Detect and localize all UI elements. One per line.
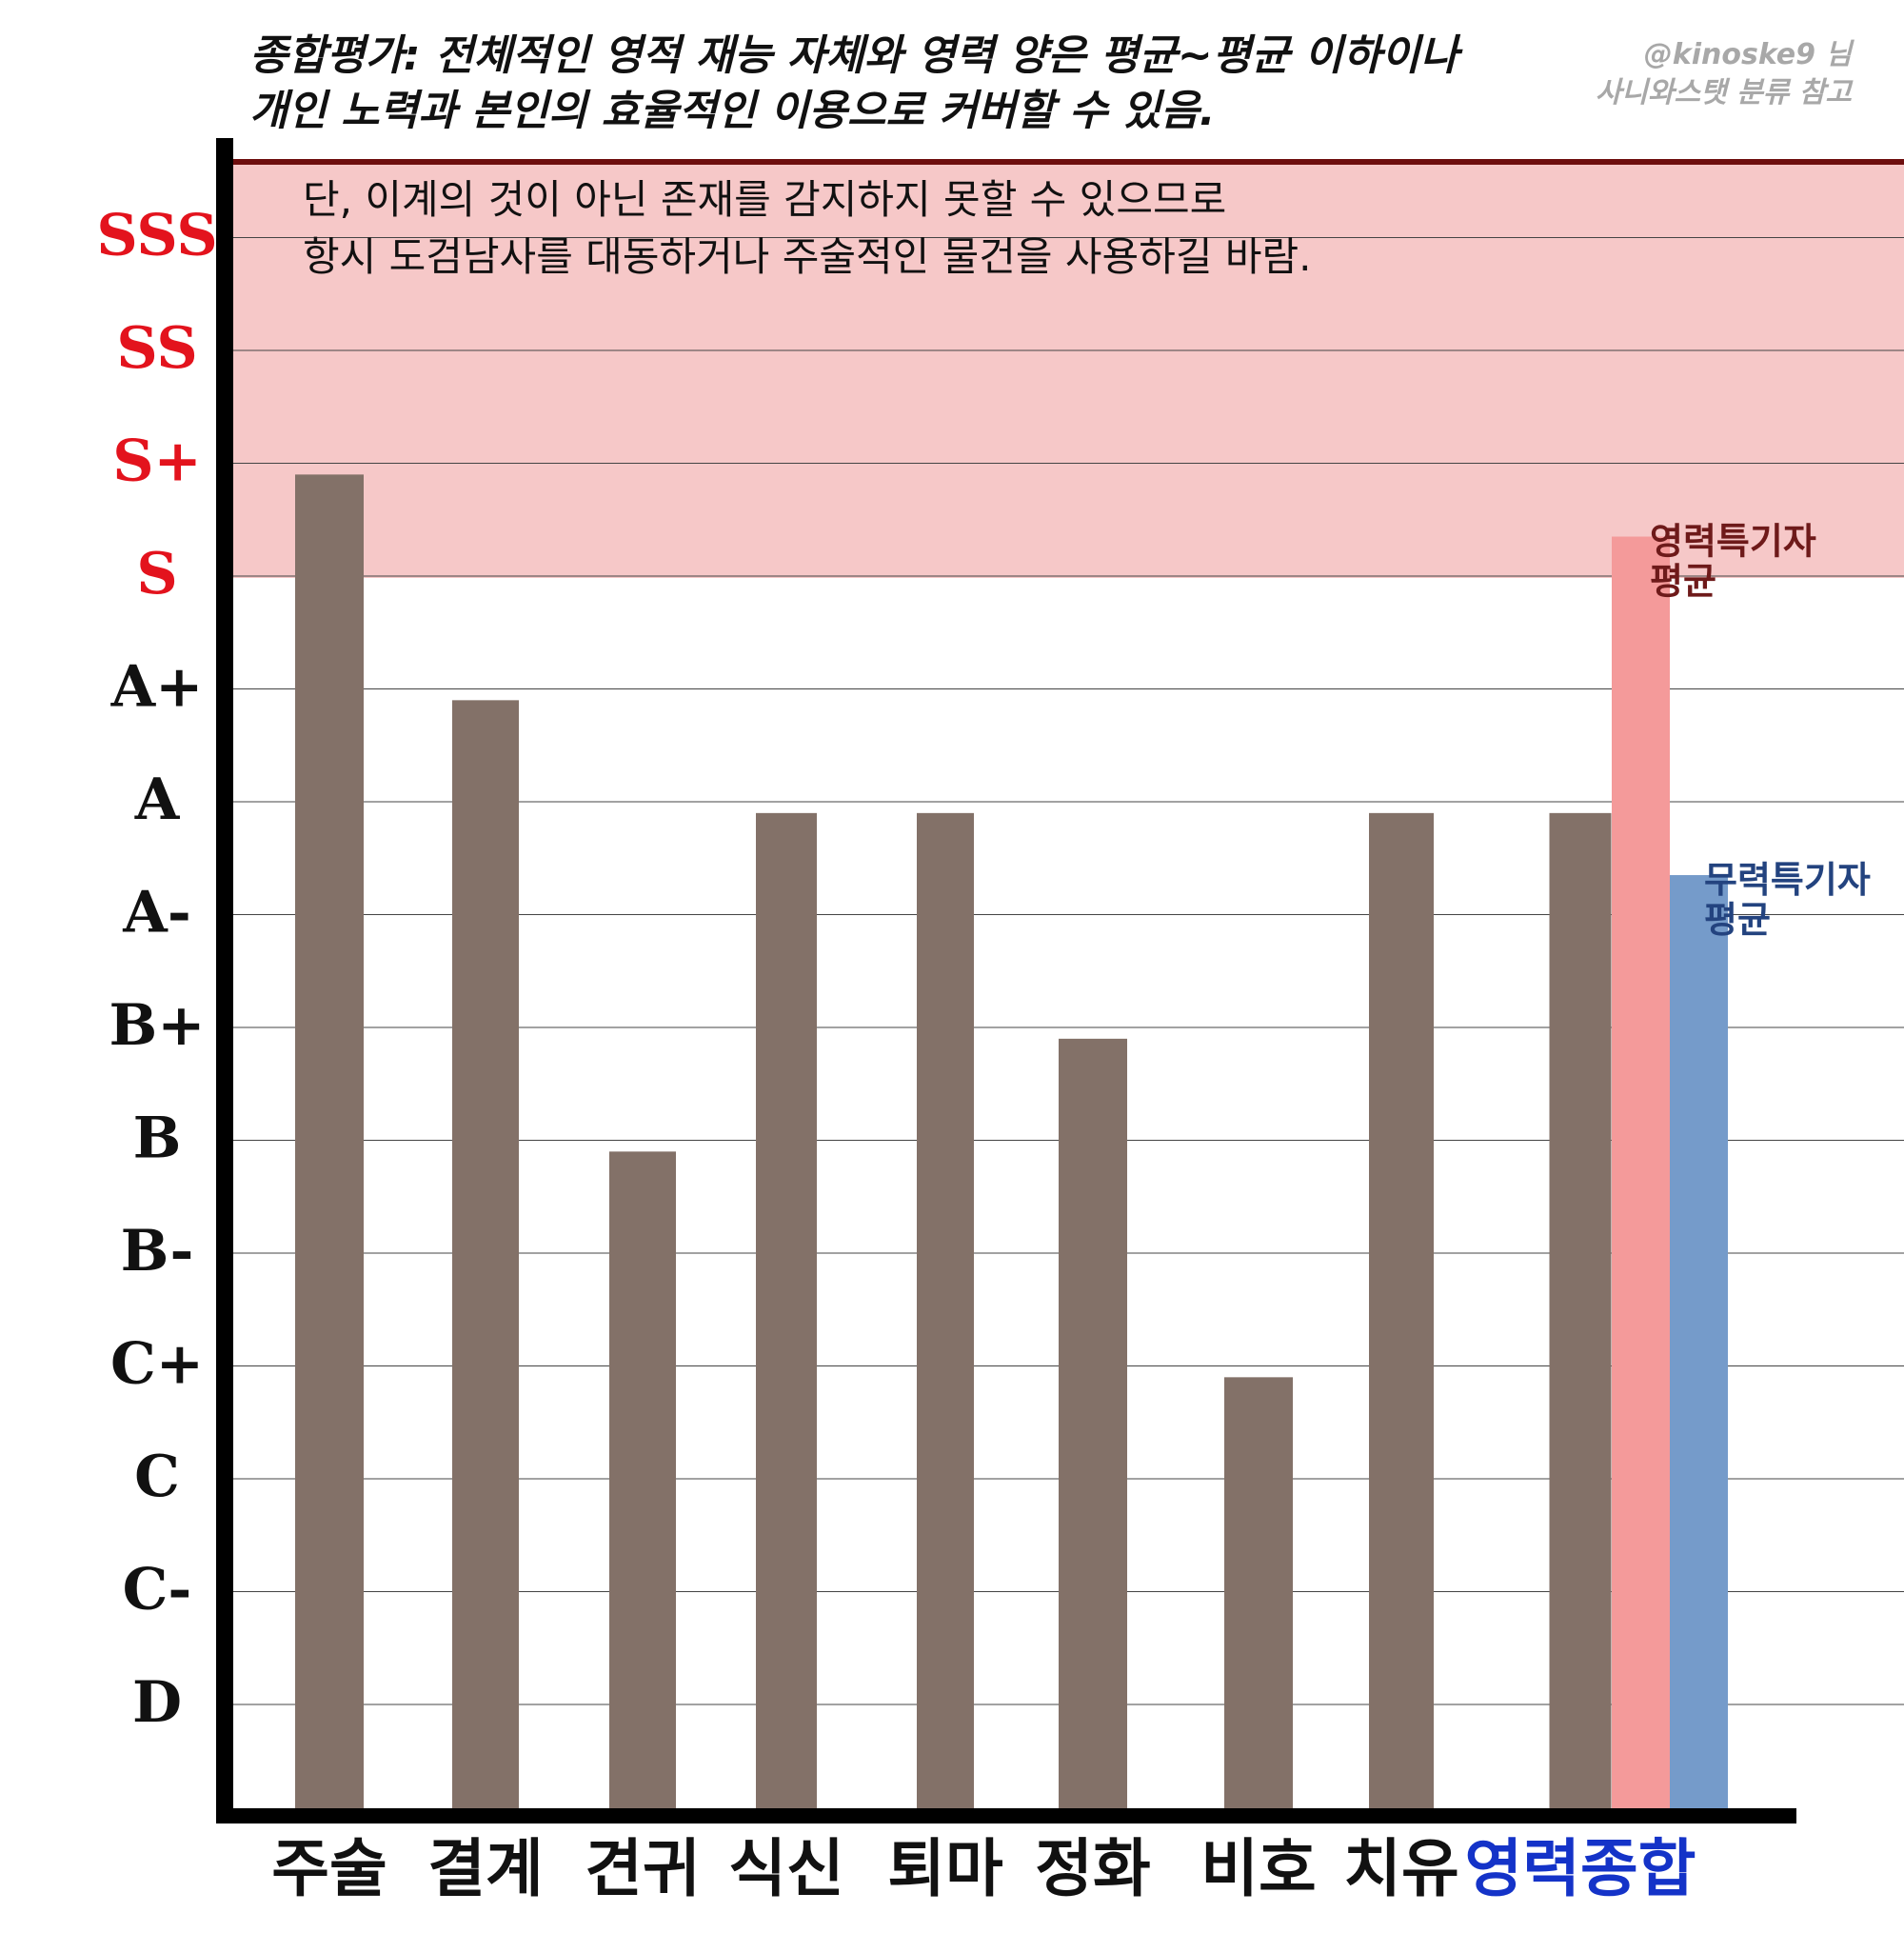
comparison-bar [1612,536,1670,1816]
category-label: 영력종합 [1465,1832,1696,1905]
bar [917,812,974,1816]
note-line-2: 항시 도검남사를 대동하거나 주술적인 물건을 사용하길 바람. [303,233,1312,280]
category-label: 비호 [1200,1832,1316,1905]
bar [295,474,364,1817]
bar [609,1151,676,1816]
comparison-label-line-1: 무력특기자 [1704,859,1871,901]
credit-line-1: @kinoske9 님 [1643,38,1852,71]
shaded-band [230,162,1904,578]
comparison-label-line-2: 평균 [1704,899,1771,941]
category-label: 견귀 [585,1832,700,1905]
grade-label: A [134,767,181,833]
category-label: 식신 [728,1832,843,1905]
comparison-label-line-2: 평균 [1650,561,1716,603]
category-label: 퇴마 [887,1832,1002,1905]
title-line-1: 종합평가: 전체적인 영적 재능 자체와 영력 양은 평균~평균 이하이나 [249,31,1458,80]
bar [1059,1038,1127,1816]
grade-label: SSS [96,203,217,269]
grade-label: S+ [112,428,202,495]
grade-label: C+ [110,1331,204,1398]
chart-title: 종합평가: 전체적인 영적 재능 자체와 영력 양은 평균~평균 이하이나 개인… [249,29,1487,139]
grade-label: A+ [110,654,204,721]
grade-label: D [132,1669,182,1736]
credit: @kinoske9 님 사니와스탯 분류 참고 [1596,36,1852,112]
comparison-bar [1670,875,1728,1816]
note-line-1: 단, 이계의 것이 아닌 존재를 감지하지 못할 수 있으므로 [303,176,1227,223]
comparison-label-line-1: 영력특기자 [1650,521,1816,563]
bar [1549,812,1612,1816]
grade-label: B+ [109,992,206,1059]
category-label: 결계 [427,1832,543,1905]
credit-line-2: 사니와스탯 분류 참고 [1595,76,1852,110]
grade-label: C- [123,1557,192,1624]
annotation-note: 단, 이계의 것이 아닌 존재를 감지하지 못할 수 있으므로 항시 도검남사를… [303,171,1311,286]
category-label: 치유 [1343,1832,1458,1905]
grade-label: SS [116,315,197,382]
grade-label: B- [121,1218,194,1285]
grade-label: B [133,1106,182,1172]
title-line-2: 개인 노력과 본인의 효율적인 이용으로 커버할 수 있음. [249,87,1216,135]
grade-label: C [134,1444,180,1510]
category-label: 주술 [271,1832,387,1905]
bar [756,812,817,1816]
bar [1369,812,1434,1816]
grade-label: A- [122,880,190,947]
category-label: 정화 [1035,1832,1150,1905]
bar [452,700,519,1816]
grade-label: S [136,541,177,608]
bar [1224,1377,1293,1816]
